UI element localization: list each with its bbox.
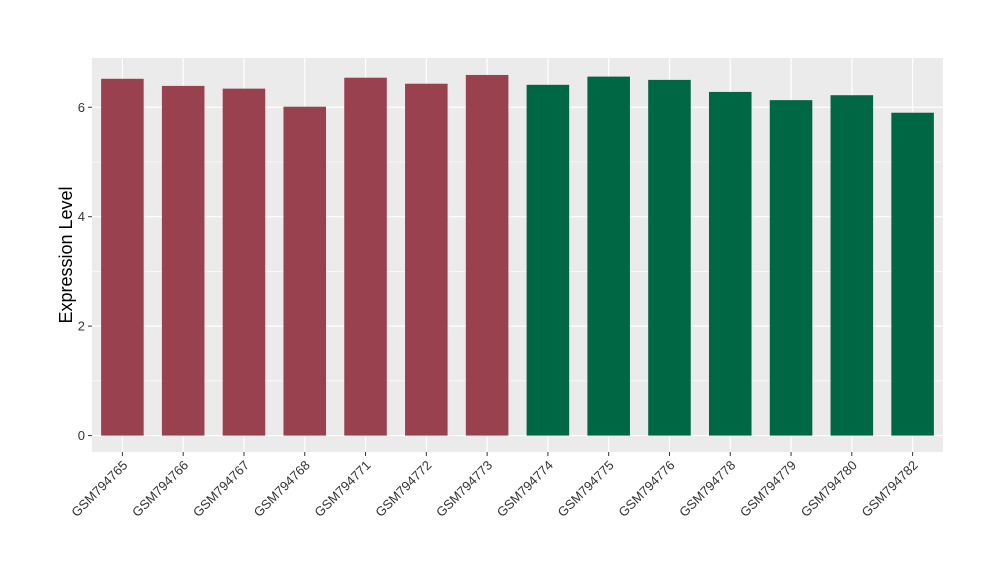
y-tick-label: 4	[78, 209, 85, 224]
x-tick-label: GSM794768	[251, 458, 313, 520]
x-tick-label: GSM794775	[555, 458, 617, 520]
bar-gsm794776	[648, 79, 691, 436]
bar-gsm794775	[587, 76, 630, 436]
x-axis-ticks: GSM794765GSM794766GSM794767GSM794768GSM7…	[68, 452, 921, 520]
bar-gsm794782	[891, 112, 934, 436]
bar-gsm794768	[283, 106, 327, 436]
y-tick-label: 0	[78, 428, 85, 443]
bar-gsm794773	[465, 74, 509, 436]
y-axis-title: Expression Level	[56, 186, 76, 323]
x-tick-label: GSM794773	[433, 458, 495, 520]
bars	[101, 74, 934, 436]
y-tick-label: 6	[78, 100, 85, 115]
x-tick-label: GSM794779	[737, 458, 799, 520]
x-tick-label: GSM794778	[676, 458, 738, 520]
x-tick-label: GSM794771	[311, 458, 373, 520]
x-tick-label: GSM794780	[798, 458, 860, 520]
x-tick-label: GSM794765	[68, 458, 130, 520]
x-tick-label: GSM794774	[494, 458, 556, 520]
bar-gsm794779	[769, 100, 813, 436]
bar-gsm794778	[708, 91, 752, 436]
x-tick-label: GSM794772	[372, 458, 434, 520]
bar-gsm794772	[405, 83, 448, 436]
y-axis-ticks: 0 2 4 6	[78, 100, 92, 443]
x-tick-label: GSM794776	[615, 458, 677, 520]
bar-gsm794771	[344, 77, 387, 436]
plot-panel	[92, 58, 943, 452]
x-tick-label: GSM794766	[129, 458, 191, 520]
x-tick-label: GSM794782	[859, 458, 921, 520]
bar-gsm794765	[101, 78, 144, 436]
bar-gsm794780	[830, 95, 874, 436]
y-tick-label: 2	[78, 319, 85, 334]
bar-gsm794767	[222, 88, 266, 436]
bar-gsm794774	[526, 84, 570, 436]
bar-gsm794766	[161, 85, 205, 436]
x-tick-label: GSM794767	[190, 458, 252, 520]
